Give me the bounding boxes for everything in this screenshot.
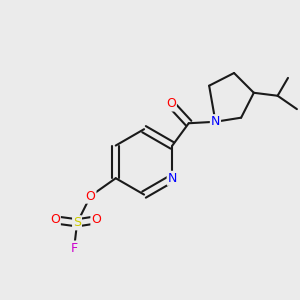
Text: O: O xyxy=(85,190,95,202)
Text: O: O xyxy=(85,190,95,202)
Text: O: O xyxy=(92,213,101,226)
Text: F: F xyxy=(70,242,78,255)
Text: F: F xyxy=(70,242,78,255)
Text: O: O xyxy=(92,213,101,226)
Text: N: N xyxy=(168,172,177,185)
Text: S: S xyxy=(73,216,81,229)
Text: O: O xyxy=(166,98,176,110)
Text: N: N xyxy=(211,115,220,128)
Text: S: S xyxy=(73,216,81,229)
Text: O: O xyxy=(50,213,60,226)
Text: O: O xyxy=(50,213,60,226)
Text: N: N xyxy=(211,115,220,128)
Text: N: N xyxy=(168,172,177,185)
Text: O: O xyxy=(166,98,176,110)
